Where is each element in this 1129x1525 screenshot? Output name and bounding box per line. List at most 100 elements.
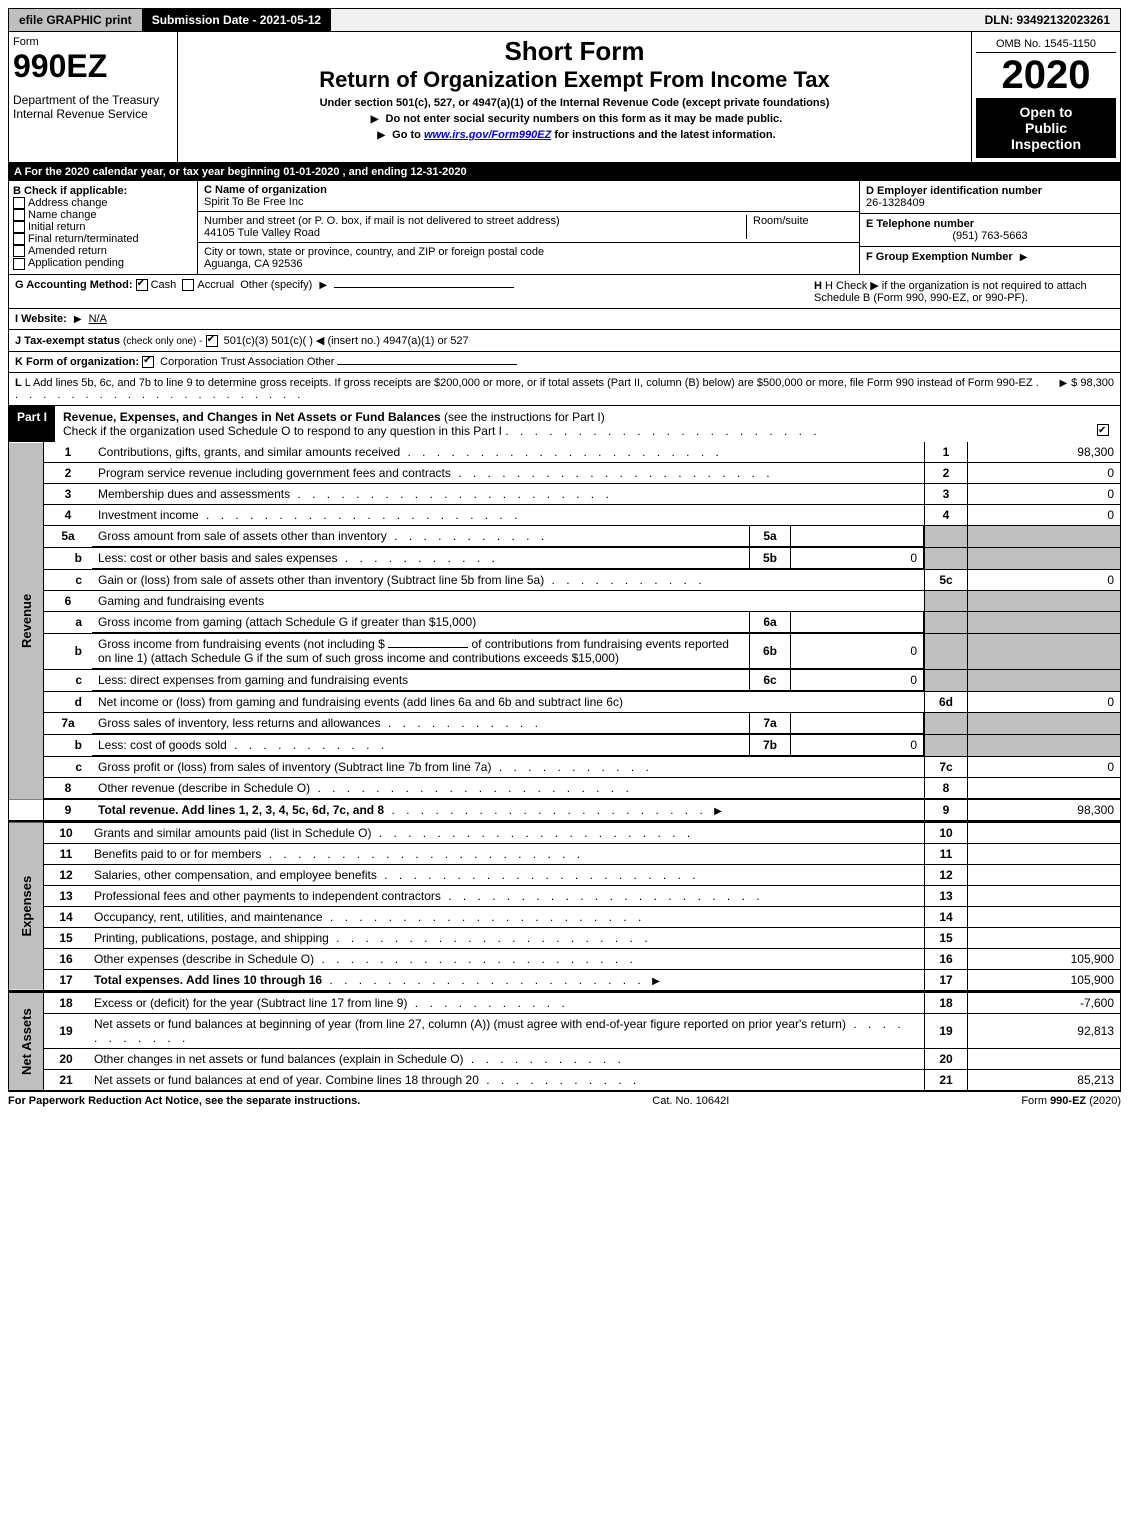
goto-post: for instructions and the latest informat… xyxy=(554,129,775,141)
return-title: Return of Organization Exempt From Incom… xyxy=(182,67,967,93)
arrow-icon xyxy=(70,313,86,325)
group-exempt-label: F Group Exemption Number xyxy=(866,251,1013,263)
line-6d: dNet income or (loss) from gaming and fu… xyxy=(9,691,1121,712)
line-14: 14Occupancy, rent, utilities, and mainte… xyxy=(9,906,1121,927)
chk-address-change[interactable]: Address change xyxy=(13,197,193,209)
dept-treasury: Department of the Treasury xyxy=(13,93,173,107)
top-bar-left: efile GRAPHIC print Submission Date - 20… xyxy=(9,9,331,31)
chk-initial-return[interactable]: Initial return xyxy=(13,221,193,233)
line-7a: 7a Gross sales of inventory, less return… xyxy=(9,712,1121,734)
phone-label: E Telephone number xyxy=(866,218,1114,230)
arrow-icon xyxy=(315,279,331,291)
k-label: K Form of organization: xyxy=(15,356,139,368)
line-4: 4Investment income 40 xyxy=(9,504,1121,525)
chk-amended[interactable]: Amended return xyxy=(13,245,193,257)
line-16: 16Other expenses (describe in Schedule O… xyxy=(9,948,1121,969)
footer-right: Form 990-EZ (2020) xyxy=(1021,1095,1121,1107)
box-l: L L Add lines 5b, 6c, and 7b to line 9 t… xyxy=(8,373,1121,406)
expenses-table: Expenses 10Grants and similar amounts pa… xyxy=(8,821,1121,991)
side-revenue: Revenue xyxy=(9,442,44,799)
short-form-title: Short Form xyxy=(182,36,967,67)
ein-label: D Employer identification number xyxy=(866,185,1114,197)
org-name: Spirit To Be Free Inc xyxy=(204,196,853,208)
part1-header: Part I Revenue, Expenses, and Changes in… xyxy=(8,406,1121,442)
dln: DLN: 93492132023261 xyxy=(975,9,1120,31)
addr-value: 44105 Tule Valley Road xyxy=(204,227,746,239)
box-e: E Telephone number (951) 763-5663 xyxy=(860,214,1120,247)
section-a: A For the 2020 calendar year, or tax yea… xyxy=(8,163,1121,181)
part1-label: Part I xyxy=(9,406,55,442)
box-b: B Check if applicable: Address change Na… xyxy=(9,181,198,274)
form-word: Form xyxy=(13,36,173,48)
open-public: Open to Public Inspection xyxy=(976,98,1116,158)
line-11: 11Benefits paid to or for members11 xyxy=(9,843,1121,864)
h-text: H Check ▶ if the organization is not req… xyxy=(814,280,1087,304)
line-6: 6Gaming and fundraising events xyxy=(9,590,1121,611)
line-6b: b Gross income from fundraising events (… xyxy=(9,633,1121,669)
arrow-icon xyxy=(373,129,389,141)
open2: Public xyxy=(982,120,1110,136)
form-id-block: Form 990EZ Department of the Treasury In… xyxy=(9,32,178,162)
box-g: G Accounting Method: Cash Accrual Other … xyxy=(15,279,514,304)
box-c: C Name of organization Spirit To Be Free… xyxy=(198,181,859,274)
arrow-icon xyxy=(1016,251,1032,263)
chk-501c3[interactable] xyxy=(206,335,218,347)
chk-corporation[interactable] xyxy=(142,356,154,368)
line-2: 2Program service revenue including gover… xyxy=(9,462,1121,483)
line-9: 9 Total revenue. Add lines 1, 2, 3, 4, 5… xyxy=(9,799,1121,821)
org-name-row: C Name of organization Spirit To Be Free… xyxy=(198,181,859,212)
addr-label: Number and street (or P. O. box, if mail… xyxy=(204,215,560,227)
line-10: Expenses 10Grants and similar amounts pa… xyxy=(9,822,1121,844)
warn-ssn-text: Do not enter social security numbers on … xyxy=(386,113,783,125)
box-k: K Form of organization: Corporation Trus… xyxy=(8,352,1121,373)
website-value: N/A xyxy=(89,313,107,325)
line-1: Revenue 1 Contributions, gifts, grants, … xyxy=(9,442,1121,463)
j-opts: 501(c)(3) 501(c)( ) ◀ (insert no.) 4947(… xyxy=(224,335,469,347)
irs-label: Internal Revenue Service xyxy=(13,107,173,121)
under-section: Under section 501(c), 527, or 4947(a)(1)… xyxy=(182,97,967,109)
city-label: City or town, state or province, country… xyxy=(204,246,853,258)
netassets-table: Net Assets 18Excess or (deficit) for the… xyxy=(8,991,1121,1092)
chk-pending[interactable]: Application pending xyxy=(13,257,193,269)
warn-ssn: Do not enter social security numbers on … xyxy=(182,113,967,125)
irs-link[interactable]: www.irs.gov/Form990EZ xyxy=(424,129,551,141)
l-amount: $ 98,300 xyxy=(1071,377,1114,389)
box-def: D Employer identification number 26-1328… xyxy=(859,181,1120,274)
box-f: F Group Exemption Number xyxy=(860,247,1120,267)
room-label: Room/suite xyxy=(753,215,809,227)
side-expenses: Expenses xyxy=(9,822,44,991)
chk-name-change[interactable]: Name change xyxy=(13,209,193,221)
form-footer: For Paperwork Reduction Act Notice, see … xyxy=(8,1092,1121,1110)
line-8: 8Other revenue (describe in Schedule O) … xyxy=(9,777,1121,799)
org-name-label: C Name of organization xyxy=(204,184,853,196)
info-grid: B Check if applicable: Address change Na… xyxy=(8,181,1121,275)
open1: Open to xyxy=(982,104,1110,120)
chk-accrual[interactable] xyxy=(182,279,194,291)
efile-print-chip[interactable]: efile GRAPHIC print xyxy=(9,9,142,31)
line-6c: c Less: direct expenses from gaming and … xyxy=(9,669,1121,691)
org-street-row: Number and street (or P. O. box, if mail… xyxy=(198,212,859,243)
chk-final-return[interactable]: Final return/terminated xyxy=(13,233,193,245)
j-sub: (check only one) - xyxy=(123,336,202,347)
box-b-title: B Check if applicable: xyxy=(13,185,193,197)
chk-sched-o[interactable] xyxy=(1097,424,1109,436)
line-20: 20Other changes in net assets or fund ba… xyxy=(9,1048,1121,1069)
k-opts: Corporation Trust Association Other xyxy=(160,356,334,368)
line-13: 13Professional fees and other payments t… xyxy=(9,885,1121,906)
omb: OMB No. 1545-1150 xyxy=(976,36,1116,53)
row-gh: G Accounting Method: Cash Accrual Other … xyxy=(8,275,1121,309)
line-19: 19Net assets or fund balances at beginni… xyxy=(9,1013,1121,1048)
box-h: H H Check ▶ if the organization is not r… xyxy=(814,279,1114,304)
line-5b: b Less: cost or other basis and sales ex… xyxy=(9,547,1121,569)
line-7c: cGross profit or (loss) from sales of in… xyxy=(9,756,1121,777)
form-number: 990EZ xyxy=(13,48,173,85)
line-6a: a Gross income from gaming (attach Sched… xyxy=(9,611,1121,633)
line-7b: b Less: cost of goods sold 7b 0 xyxy=(9,734,1121,756)
line-5a: 5a Gross amount from sale of assets othe… xyxy=(9,525,1121,547)
year: 2020 xyxy=(976,53,1116,98)
arrow-icon xyxy=(1055,377,1071,389)
phone-value: (951) 763-5663 xyxy=(866,230,1114,242)
revenue-table: Revenue 1 Contributions, gifts, grants, … xyxy=(8,442,1121,821)
city-value: Aguanga, CA 92536 xyxy=(204,258,853,270)
chk-cash[interactable] xyxy=(136,279,148,291)
